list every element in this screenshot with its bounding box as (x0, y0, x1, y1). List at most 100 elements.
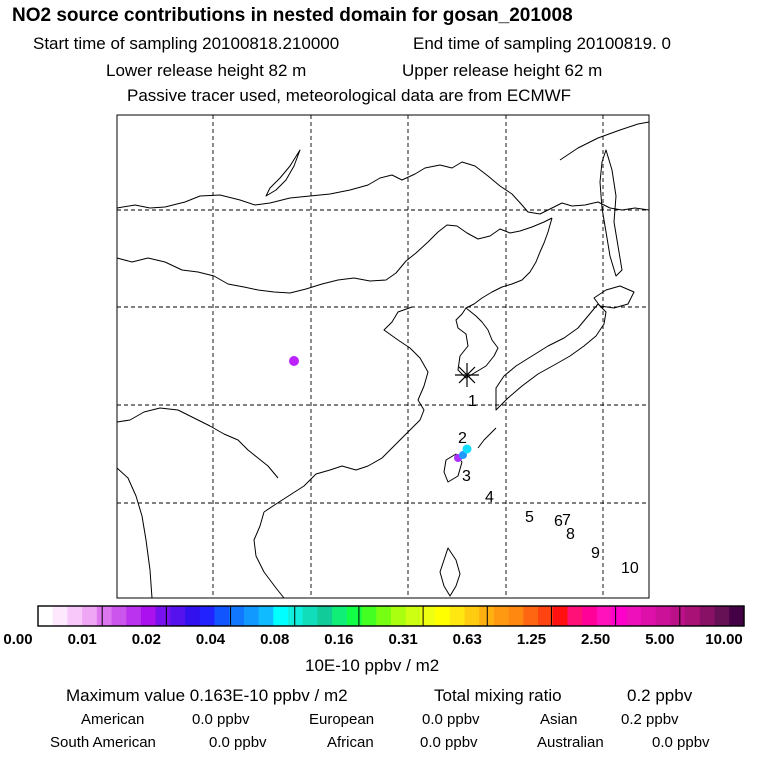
colorbar-swatch (185, 606, 201, 626)
colorbar-swatch (729, 606, 745, 626)
colorbar-swatch (214, 606, 230, 626)
colorbar-swatch (126, 606, 142, 626)
colorbar-swatch (52, 606, 69, 626)
region-value-asian: 0.2 ppbv (621, 711, 679, 728)
maximum-value-label: Maximum value 0.163E-10 ppbv / m2 (66, 686, 348, 705)
colorbar-tick-label: 0.08 (260, 631, 290, 648)
colorbar-tick-label: 0.31 (388, 631, 418, 648)
sakhalin (599, 149, 623, 277)
trajectory-label-1: 1 (468, 393, 477, 410)
colorbar-swatch (376, 606, 392, 626)
trajectory-label-6: 6 (554, 513, 563, 530)
colorbar-swatch (582, 606, 598, 626)
colorbar-swatch (288, 606, 304, 626)
lat-lon-grid (117, 115, 649, 598)
colorbar-tick-label: 0.02 (131, 631, 161, 648)
colorbar-swatch (170, 606, 186, 626)
colorbar-tick-label: 0.63 (452, 631, 482, 648)
colorbar-swatch (243, 606, 260, 626)
source-spot-sea-north (462, 444, 472, 454)
india (116, 467, 153, 599)
colorbar-swatch (538, 606, 554, 626)
colorbar-swatch (96, 606, 113, 626)
colorbar-tick-label: 0.16 (324, 631, 354, 648)
honshu (495, 303, 607, 411)
colorbar-swatch (155, 606, 171, 626)
colorbar-swatch (508, 606, 524, 626)
colorbar-tick-label: 10.00 (705, 631, 743, 648)
colorbar-swatch (464, 606, 480, 626)
map-plot: 1 2 34 5 6 789 10 (116, 114, 650, 599)
colorbar-swatch (405, 606, 422, 626)
total-mixing-value: 0.2 ppbv (627, 686, 693, 705)
colorbar-swatch (420, 606, 436, 626)
colorbar-tick-label: 5.00 (645, 631, 675, 648)
colorbar-swatch (82, 606, 98, 626)
colorbar-swatch (611, 606, 627, 626)
colorbar-swatch (38, 606, 54, 626)
start-time-label: Start time of sampling 20100818.210000 (33, 34, 340, 53)
receptor-marker (455, 363, 479, 387)
baikal-lake (265, 149, 301, 197)
colorbar-swatch (670, 606, 686, 626)
colorbar-swatch (552, 606, 569, 626)
colorbar-swatch (523, 606, 539, 626)
source-spot-inland (289, 356, 299, 366)
trajectory-label-8: 8 (566, 526, 575, 543)
colorbar-frame (37, 605, 745, 627)
colorbar-swatch (449, 606, 466, 626)
region-name-australian: Australian (537, 734, 604, 751)
region-name-south-american: South American (50, 734, 156, 751)
taiwan (443, 453, 463, 483)
colorbar-swatch (699, 606, 716, 626)
colorbar-swatch (714, 606, 730, 626)
colorbar-swatch (361, 606, 377, 626)
colorbar-swatch (317, 606, 333, 626)
colorbar-tick-label: 2.50 (581, 631, 611, 648)
hokkaido (593, 285, 635, 309)
manchuria-border (465, 217, 553, 309)
region-value-australian: 0.0 ppbv (652, 734, 710, 751)
colorbar-swatch (493, 606, 510, 626)
lower-release-label: Lower release height 82 m (106, 61, 307, 80)
colorbar-swatch (641, 606, 657, 626)
ryukyu-islands (477, 427, 497, 449)
colorbar-swatch (685, 606, 701, 626)
colorbar-swatch (391, 606, 407, 626)
trajectory-label-3: 3 (462, 468, 471, 485)
colorbar-swatch (332, 606, 348, 626)
colorbar-swatch (199, 606, 216, 626)
trajectory-label-2: 2 (458, 430, 467, 447)
trajectory-label-10: 10 (621, 560, 639, 577)
colorbar-swatch (302, 606, 319, 626)
region-value-european: 0.0 ppbv (422, 711, 480, 728)
trajectory-label-7: 7 (562, 512, 571, 529)
region-name-african: African (327, 734, 374, 751)
colorbar-swatch (596, 606, 613, 626)
colorbar-tick-label: 0.01 (67, 631, 97, 648)
indochina (253, 511, 285, 599)
region-name-american: American (81, 711, 145, 728)
colorbar-swatch (67, 606, 83, 626)
colorbar-swatch (655, 606, 672, 626)
coastlines (116, 121, 650, 599)
colorbar-swatch (273, 606, 289, 626)
kamchatka (559, 121, 650, 161)
region-value-south-american: 0.0 ppbv (209, 734, 267, 751)
total-mixing-label: Total mixing ratio (434, 686, 562, 705)
region-name-european: European (309, 711, 375, 728)
colorbar-swatch (346, 606, 363, 626)
source-spots (289, 356, 472, 462)
mongolia-border (116, 217, 553, 294)
upper-release-label: Upper release height 62 m (402, 61, 603, 80)
colorbar-swatch (111, 606, 127, 626)
northern-border (116, 161, 650, 215)
tracer-label: Passive tracer used, meteorological data… (127, 86, 572, 105)
colorbar-tick-label: 1.25 (516, 631, 547, 648)
trajectory-label-9: 9 (591, 545, 600, 562)
trajectory-labels: 1 2 34 5 6 789 10 (458, 393, 639, 577)
colorbar-swatch (567, 606, 583, 626)
region-name-asian: Asian (540, 711, 578, 728)
colorbar-unit-label: 10E-10 ppbv / m2 (305, 656, 440, 675)
trajectory-label-5: 5 (525, 509, 534, 526)
